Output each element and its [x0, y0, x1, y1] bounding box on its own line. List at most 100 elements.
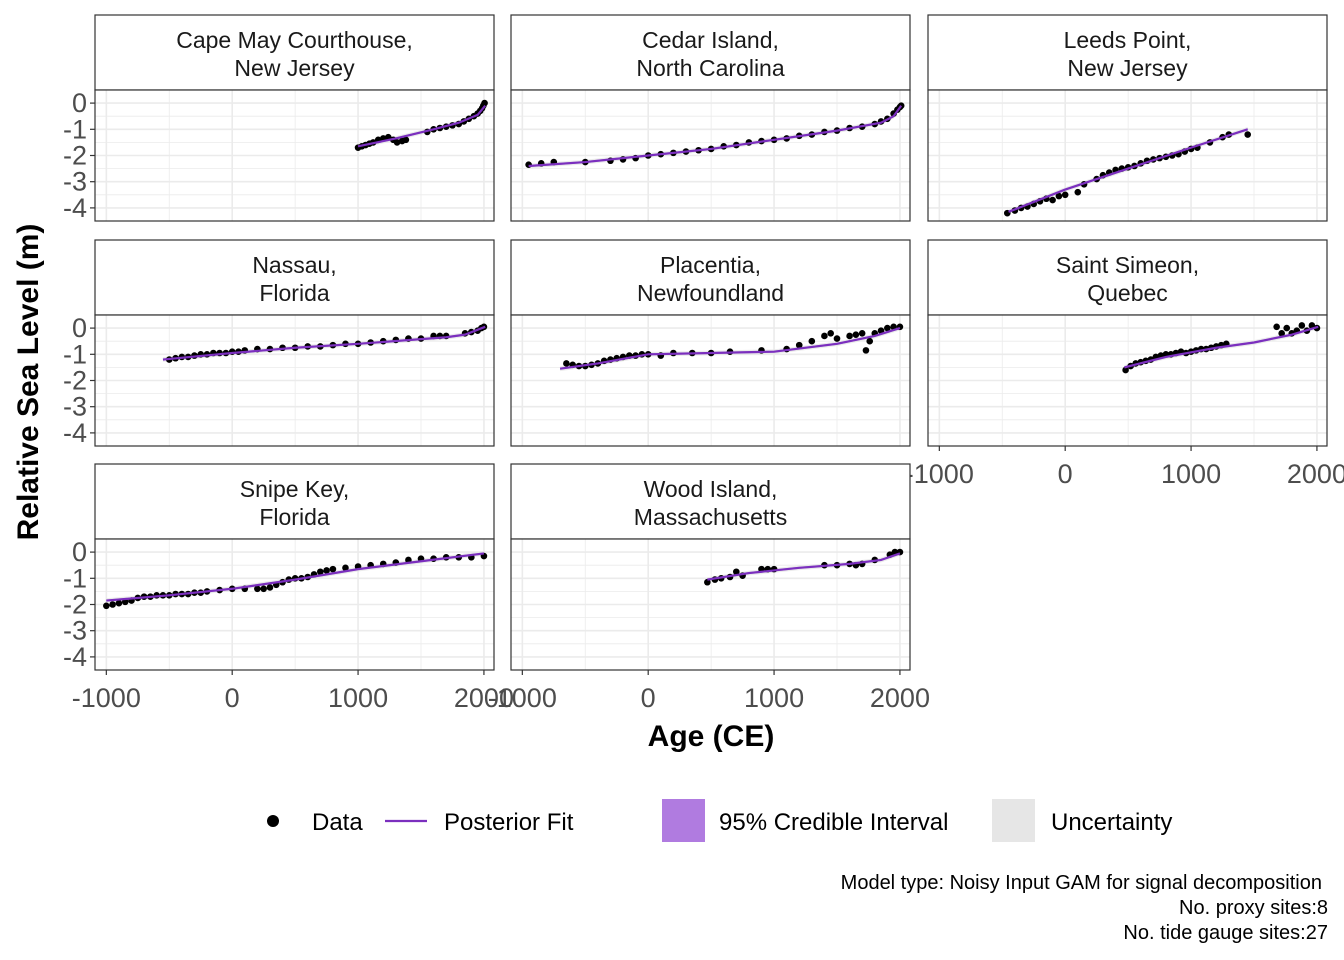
data-point: [260, 585, 267, 593]
facet-panel: Placentia,Newfoundland: [510, 239, 911, 447]
x-axis-title: Age (CE): [648, 720, 775, 753]
caption-model-type: Model type: Noisy Input GAM for signal d…: [841, 872, 1322, 894]
panel-border: [510, 89, 911, 222]
legend-uncertainty-key: [992, 799, 1035, 842]
y-tick-label: -3: [63, 392, 87, 422]
x-tick-label: -1000: [72, 683, 141, 713]
facet-strip: [94, 239, 495, 316]
data-point: [846, 332, 853, 340]
facet-title-line2: New Jersey: [1067, 55, 1188, 81]
facet-title-line1: Saint Simeon,: [1056, 252, 1199, 278]
facet-title-line2: Florida: [259, 280, 330, 306]
data-point: [525, 161, 532, 168]
data-point: [827, 330, 835, 337]
y-tick-label: -1: [63, 563, 87, 593]
data-point: [254, 585, 261, 593]
data-point: [317, 568, 324, 576]
y-tick-label: -4: [63, 642, 87, 672]
data-point: [1283, 324, 1291, 332]
y-tick-label: -2: [63, 141, 87, 171]
caption-proxy-sites: No. proxy sites:8: [1179, 897, 1328, 919]
caption-tide-gauge-sites: No. tide gauge sites:27: [1123, 922, 1328, 944]
facet-title-line1: Nassau,: [252, 252, 336, 278]
facet-title-line2: North Carolina: [636, 55, 784, 81]
data-point: [884, 324, 891, 332]
data-point: [342, 564, 349, 572]
posterior-fit-line: [707, 552, 901, 581]
facet-strip: [510, 14, 911, 91]
data-point: [481, 99, 488, 107]
facet-title-line1: Placentia,: [660, 252, 761, 278]
x-tick-label: 1000: [1161, 459, 1221, 489]
data-point: [833, 335, 841, 342]
data-point: [1244, 131, 1252, 138]
data-point: [115, 599, 123, 607]
facet-title-line1: Wood Island,: [644, 476, 778, 502]
data-point: [821, 332, 828, 340]
data-point: [733, 568, 740, 576]
data-point: [795, 341, 803, 349]
posterior-fit-line: [528, 105, 903, 168]
data-point: [1122, 366, 1129, 374]
facet-title-line2: New Jersey: [234, 55, 355, 81]
legend-label-fit: Posterior Fit: [444, 809, 574, 836]
x-tick-label: 1000: [744, 683, 804, 713]
data-point: [1278, 330, 1285, 337]
facet-strip: [94, 463, 495, 540]
facet-strip: [94, 14, 495, 91]
data-point: [852, 331, 860, 338]
y-axis-title: Relative Sea Level (m): [12, 224, 45, 541]
facet-strip: [927, 14, 1328, 91]
posterior-fit-line: [559, 327, 901, 370]
posterior-fit-line: [357, 105, 487, 148]
data-point: [109, 601, 116, 608]
y-tick-label: -3: [63, 616, 87, 646]
facet-title-line2: Massachusetts: [634, 504, 787, 530]
data-point: [862, 347, 870, 354]
x-tick-label: 2000: [1287, 459, 1344, 489]
facet-strip: [927, 239, 1328, 316]
legend-label-uncertainty: Uncertainty: [1051, 809, 1172, 836]
facet-panel: Nassau,Florida 0-1-2-3-4: [63, 239, 495, 448]
data-point: [1273, 323, 1280, 331]
panel-border: [927, 89, 1328, 222]
data-point: [1074, 188, 1082, 196]
data-point: [393, 139, 401, 146]
panel-border: [927, 314, 1328, 447]
x-tick-label: -1000: [488, 683, 557, 713]
uncertainty-band: [528, 103, 902, 169]
facet-title-line2: Quebec: [1087, 280, 1168, 306]
facet-title-line1: Cedar Island,: [642, 27, 779, 53]
x-tick-label: 1000: [328, 683, 388, 713]
facet-panel: Cedar Island,North Carolina: [510, 14, 911, 222]
facet-panel: Wood Island,Massachusetts -1000 0 1000 2000: [488, 463, 930, 713]
y-tick-label: 0: [72, 537, 87, 567]
data-point: [563, 360, 570, 367]
y-tick-label: -2: [63, 590, 87, 620]
y-tick-label: 0: [72, 88, 87, 118]
facet-panel: Leeds Point,New Jersey: [927, 14, 1328, 222]
data-point: [1061, 191, 1069, 199]
legend-label-data: Data: [312, 809, 363, 836]
data-point: [402, 136, 410, 144]
y-tick-label: -4: [63, 418, 87, 448]
posterior-fit-line: [106, 552, 485, 602]
y-tick-label: -4: [63, 193, 87, 223]
facet-title-line2: Newfoundland: [637, 280, 784, 306]
panel-border: [510, 538, 911, 671]
x-tick-label: 0: [225, 683, 240, 713]
facet-title-line1: Cape May Courthouse,: [176, 27, 413, 53]
legend-point-key: [267, 815, 279, 827]
caption: Model type: Noisy Input GAM for signal d…: [841, 872, 1328, 944]
y-tick-label: -1: [63, 339, 87, 369]
facet-title-line1: Leeds Point,: [1064, 27, 1192, 53]
panels-layer: Cape May Courthouse,New Jersey0-1-2-3-4C…: [63, 14, 1344, 713]
posterior-fit-line: [1008, 128, 1249, 213]
x-tick-label: 0: [1058, 459, 1073, 489]
data-point: [323, 567, 330, 574]
data-point: [1298, 322, 1306, 329]
facet-strip: [510, 239, 911, 316]
data-point: [1055, 192, 1063, 200]
